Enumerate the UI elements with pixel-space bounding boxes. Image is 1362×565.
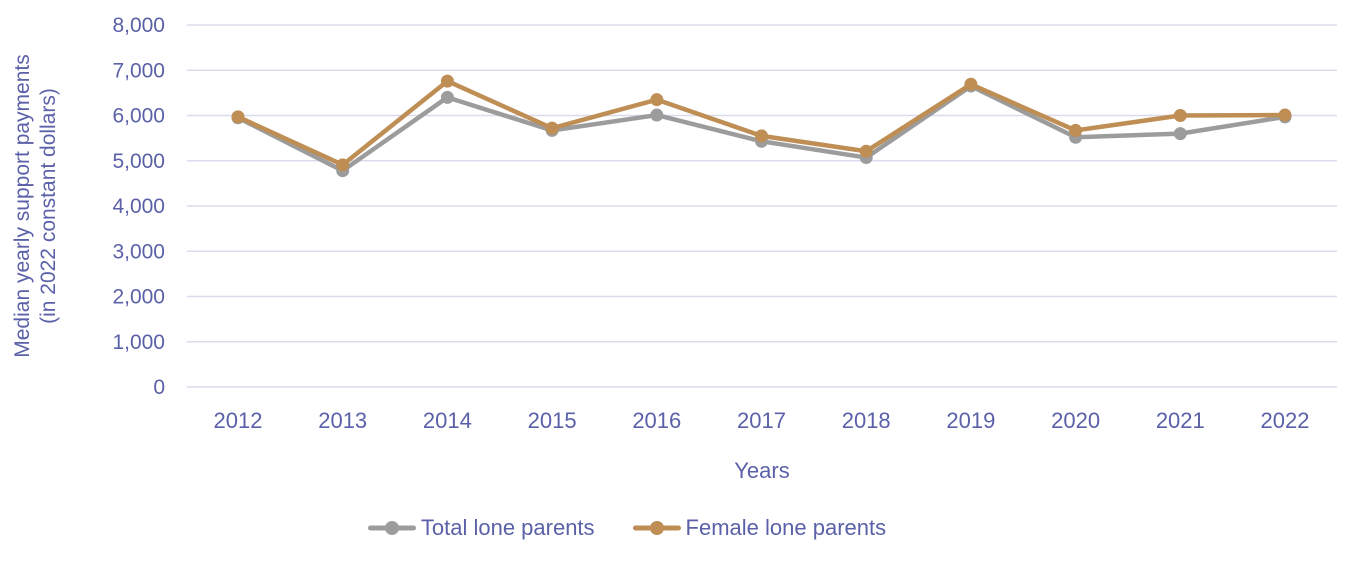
data-point-marker [1069, 123, 1083, 137]
x-tick-label: 2013 [318, 408, 367, 433]
y-tick-label: 6,000 [112, 105, 165, 128]
x-tick-label: 2014 [423, 408, 472, 433]
data-point-marker [1173, 127, 1187, 141]
swatch-dot [384, 521, 399, 535]
legend-item-female: Female lone parents [632, 515, 887, 541]
data-point-marker [755, 129, 768, 143]
series-line-female-lone-parents [235, 78, 1288, 168]
legend-label-female: Female lone parents [685, 515, 887, 540]
x-tick-label: 2019 [946, 408, 995, 433]
data-point-marker [650, 108, 664, 122]
legend: Total lone parents Female lone parents [0, 515, 1308, 541]
x-tick-label: 2016 [632, 408, 681, 433]
x-tick-label: 2021 [1156, 408, 1205, 433]
series-line-total-lone-parents [235, 83, 1288, 173]
data-point-marker [964, 77, 978, 91]
x-axis-title: Years [734, 458, 790, 483]
data-point-marker [545, 121, 559, 135]
plot-area: 0 1,000 2,000 3,000 4,000 5,000 6,000 7,000 8,00… [112, 14, 1337, 433]
y-tick-label: 3,000 [112, 240, 165, 263]
data-point-marker [1278, 108, 1292, 122]
data-point-marker [440, 90, 454, 104]
y-tick-label: 5,000 [112, 150, 165, 173]
data-point-marker [440, 74, 454, 88]
data-point-marker [231, 110, 245, 124]
data-point-marker [859, 144, 873, 158]
legend-label-total: Total lone parents [420, 515, 595, 540]
y-tick-label: 4,000 [112, 195, 165, 218]
data-point-marker [1173, 109, 1187, 122]
y-tick-label: 1,000 [112, 331, 165, 354]
x-tick-label: 2020 [1051, 408, 1100, 433]
y-tick-label: 0 [153, 376, 165, 399]
x-tick-label: 2022 [1261, 408, 1310, 433]
x-tick-label: 2017 [737, 408, 786, 433]
female-series-swatch-icon [632, 521, 681, 535]
legend-item-total: Total lone parents [367, 515, 595, 541]
swatch-dot [649, 521, 664, 535]
y-tick-label: 8,000 [112, 14, 165, 37]
x-tick-label: 2012 [214, 408, 263, 433]
data-point-marker [650, 93, 664, 107]
x-tick-label: 2018 [842, 408, 891, 433]
total-series-swatch-icon [367, 521, 416, 535]
data-point-marker [336, 158, 350, 172]
x-tick-label: 2015 [528, 408, 577, 433]
y-tick-label: 2,000 [112, 286, 165, 309]
y-tick-label: 7,000 [112, 59, 165, 82]
